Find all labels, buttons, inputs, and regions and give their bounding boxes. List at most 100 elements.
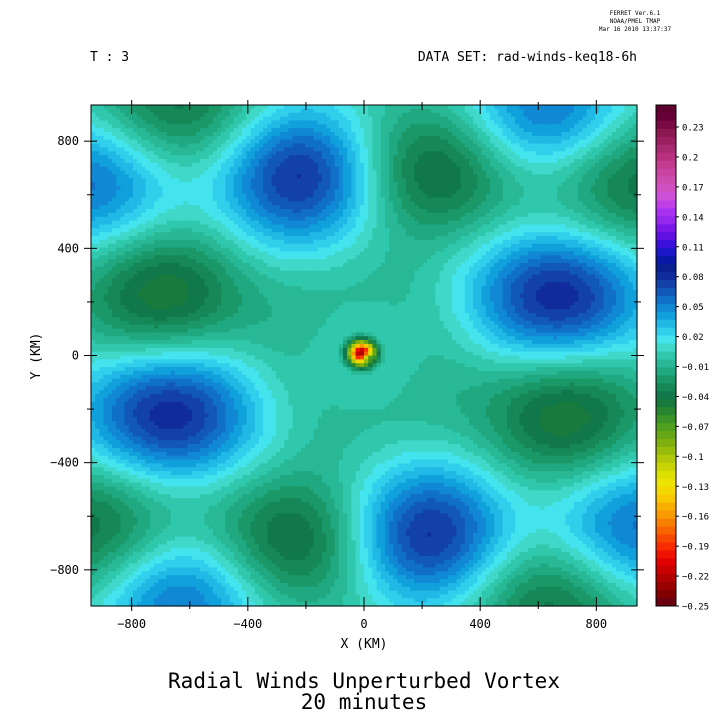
heatmap-cell: [158, 124, 163, 129]
heatmap-cell: [233, 463, 239, 468]
heatmap-cell: [238, 459, 243, 464]
heatmap-cell: [175, 236, 180, 241]
heatmap-cell: [175, 397, 180, 403]
heatmap-cell: [141, 293, 147, 299]
heatmap-cell: [95, 363, 100, 368]
heatmap-cell: [166, 112, 172, 118]
heatmap-cell: [112, 536, 117, 542]
heatmap-cell: [225, 401, 231, 407]
heatmap-cell: [187, 525, 193, 530]
heatmap-cell: [229, 209, 235, 214]
heatmap-cell: [107, 189, 113, 195]
heatmap-cell: [120, 293, 126, 299]
heatmap-cell: [112, 471, 117, 476]
heatmap-cell: [124, 336, 130, 341]
heatmap-cell: [158, 382, 163, 387]
heatmap-cell: [120, 363, 126, 368]
heatmap-cell: [149, 212, 155, 218]
heatmap-cell: [170, 378, 176, 384]
heatmap-cell: [225, 394, 231, 399]
heatmap-cell: [221, 278, 226, 283]
heatmap-cell: [158, 209, 163, 214]
heatmap-cell: [183, 205, 189, 210]
heatmap-cell: [162, 567, 168, 572]
heatmap-cell: [141, 451, 147, 457]
heatmap-cell: [221, 105, 226, 110]
heatmap-cell: [250, 255, 256, 260]
heatmap-cell: [183, 367, 189, 372]
heatmap-cell: [225, 343, 231, 349]
heatmap-cell: [141, 540, 147, 545]
heatmap-cell: [183, 131, 189, 137]
heatmap-cell: [133, 494, 138, 499]
heatmap-cell: [229, 155, 235, 160]
heatmap-cell: [154, 486, 159, 491]
heatmap-cell: [124, 155, 130, 160]
heatmap-cell: [175, 189, 180, 195]
heatmap-cell: [221, 236, 226, 241]
heatmap-cell: [112, 189, 117, 195]
heatmap-cell: [154, 247, 159, 253]
heatmap-cell: [175, 536, 180, 542]
heatmap-cell: [112, 170, 117, 175]
heatmap-cell: [107, 286, 113, 291]
heatmap-cell: [145, 316, 151, 322]
heatmap-cell: [233, 247, 239, 253]
heatmap-cell: [116, 355, 121, 360]
heatmap-cell: [145, 440, 151, 445]
heatmap-cell: [112, 158, 117, 164]
heatmap-cell: [170, 482, 176, 488]
heatmap-cell: [212, 548, 218, 553]
heatmap-cell: [91, 324, 96, 330]
heatmap-cell: [107, 459, 113, 464]
heatmap-cell: [175, 166, 180, 172]
heatmap-cell: [99, 382, 105, 387]
heatmap-cell: [217, 297, 222, 303]
heatmap-cell: [158, 555, 163, 561]
heatmap-cell: [124, 255, 130, 260]
heatmap-cell: [225, 162, 231, 168]
heatmap-cell: [154, 343, 159, 349]
heatmap-cell: [91, 351, 96, 357]
heatmap-cell: [133, 394, 138, 399]
heatmap-cell: [242, 351, 247, 357]
heatmap-cell: [246, 116, 252, 122]
heatmap-cell: [229, 355, 235, 360]
heatmap-cell: [229, 463, 235, 468]
heatmap-cell: [204, 247, 210, 253]
heatmap-cell: [204, 436, 210, 441]
heatmap-cell: [196, 143, 201, 148]
heatmap-cell: [179, 108, 184, 114]
heatmap-cell: [242, 548, 247, 553]
heatmap-cell: [154, 528, 159, 534]
heatmap-cell: [217, 182, 222, 187]
heatmap-cell: [133, 282, 138, 287]
heatmap-cell: [212, 386, 218, 391]
heatmap-cell: [103, 143, 109, 148]
heatmap-cell: [204, 108, 210, 114]
heatmap-cell: [183, 147, 189, 152]
heatmap-cell: [112, 447, 117, 453]
heatmap-cell: [145, 459, 151, 464]
heatmap-cell: [200, 239, 205, 245]
heatmap-cell: [95, 128, 100, 133]
heatmap-cell: [137, 382, 142, 387]
heatmap-cell: [170, 332, 176, 337]
heatmap-cell: [242, 494, 247, 499]
heatmap-cell: [238, 386, 243, 391]
heatmap-cell: [238, 116, 243, 122]
heatmap-cell: [175, 532, 180, 538]
heatmap-cell: [158, 386, 163, 391]
heatmap-cell: [154, 525, 159, 530]
heatmap-cell: [124, 428, 130, 434]
heatmap-cell: [124, 498, 130, 503]
heatmap-cell: [233, 162, 239, 168]
heatmap-cell: [233, 289, 239, 295]
heatmap-cell: [217, 367, 222, 372]
heatmap-cell: [107, 313, 113, 318]
heatmap-cell: [120, 486, 126, 491]
heatmap-cell: [162, 301, 168, 306]
heatmap-cell: [229, 602, 235, 607]
heatmap-cell: [162, 224, 168, 229]
heatmap-cell: [191, 251, 197, 256]
